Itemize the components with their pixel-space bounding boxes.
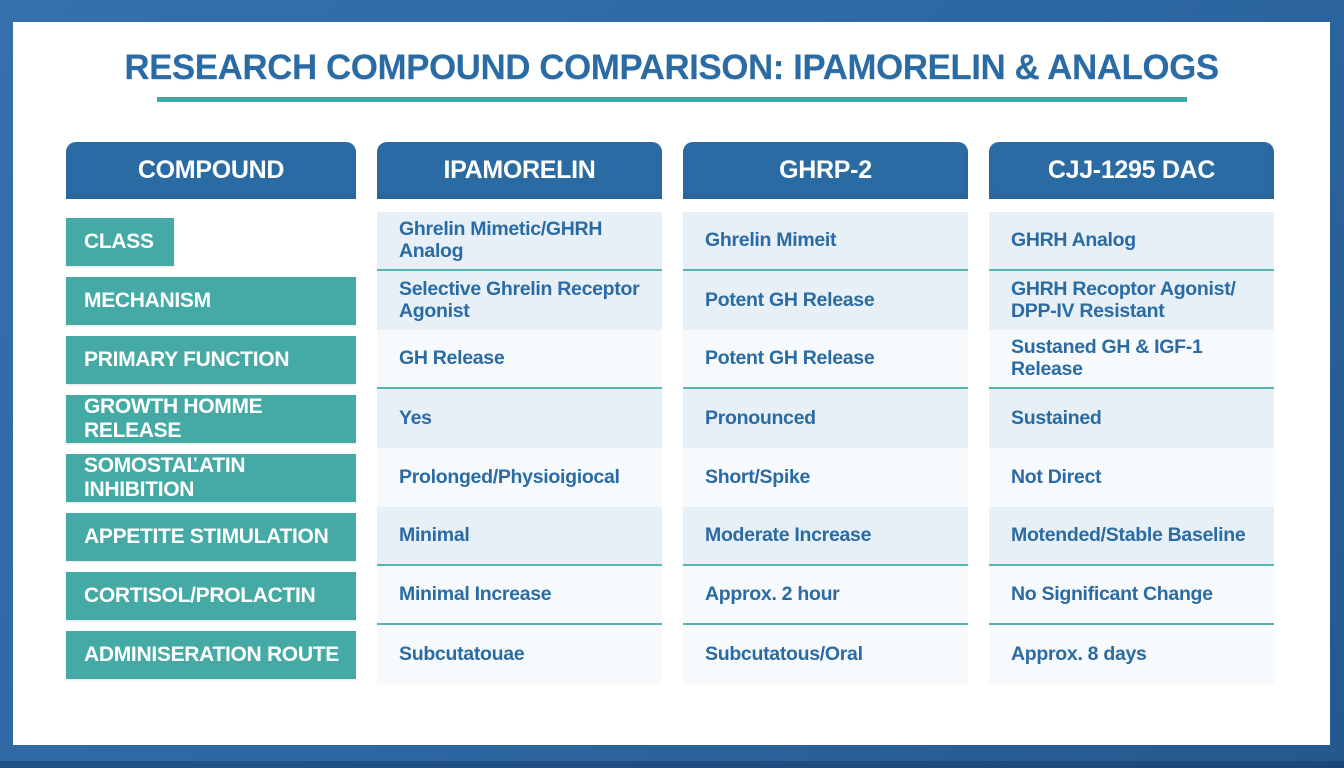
row-label: ADMINISERATION ROUTE xyxy=(66,630,356,679)
row-label: CORTISOL/PROLACTIN xyxy=(66,571,356,620)
row-label: GROWTH HOMME RELEASE xyxy=(66,394,356,443)
table-cell: GHRH Recoptor Agonist/ DPP-IV Resistant xyxy=(989,271,1274,330)
table-cell: Sustaned GH & IGF-1 Release xyxy=(989,330,1274,389)
table-cell: Potent GH Release xyxy=(683,330,968,389)
page-title: RESEARCH COMPOUND COMPARISON: IPAMORELIN… xyxy=(124,48,1219,87)
comparison-table: COMPOUND IPAMORELIN GHRP-2 CJJ-1295 DAC … xyxy=(13,102,1330,684)
row-label-cell: CLASS xyxy=(66,212,356,271)
row-label-cell: SOMOSTAĽATIN INHIBITION xyxy=(66,448,356,507)
column-header-cjj-1295-dac: CJJ-1295 DAC xyxy=(989,142,1274,199)
row-label-cell: MECHANISM xyxy=(66,271,356,330)
row-label-cell: APPETITE STIMULATION xyxy=(66,507,356,566)
table-cell: Pronounced xyxy=(683,389,968,448)
table-cell: Ghrelin Mimeit xyxy=(683,212,968,271)
table-cell: Minimal xyxy=(377,507,662,566)
table-cell: No Significant Change xyxy=(989,566,1274,625)
content-panel: RESEARCH COMPOUND COMPARISON: IPAMORELIN… xyxy=(13,22,1330,745)
table-cell: Not Direct xyxy=(989,448,1274,507)
row-label-cell: ADMINISERATION ROUTE xyxy=(66,625,356,684)
table-cell: Approx. 2 hour xyxy=(683,566,968,625)
table-cell: Approx. 8 days xyxy=(989,625,1274,684)
table-cell: Potent GH Release xyxy=(683,271,968,330)
table-cell: GHRH Analog xyxy=(989,212,1274,271)
table-cell: Short/Spike xyxy=(683,448,968,507)
table-cell: Subcutatouae xyxy=(377,625,662,684)
row-label-cell: CORTISOL/PROLACTIN xyxy=(66,566,356,625)
table-cell: Moderate Increase xyxy=(683,507,968,566)
table-cell: Sustained xyxy=(989,389,1274,448)
table-cell: Selective Ghrelin Receptor Agonist xyxy=(377,271,662,330)
table-body: CLASS Ghrelin Mimetic/GHRH Analog Ghrelin … xyxy=(66,212,1277,684)
column-header-ipamorelin: IPAMORELIN xyxy=(377,142,662,199)
frame-bottom-strip xyxy=(0,761,1344,768)
row-label: MECHANISM xyxy=(66,276,356,325)
row-label-cell: GROWTH HOMME RELEASE xyxy=(66,389,356,448)
table-cell: Motended/Stable Baseline xyxy=(989,507,1274,566)
table-cell: Minimal Increase xyxy=(377,566,662,625)
table-cell: Ghrelin Mimetic/GHRH Analog xyxy=(377,212,662,271)
title-underline xyxy=(156,97,1187,102)
row-label: SOMOSTAĽATIN INHIBITION xyxy=(66,453,356,502)
table-header-row: COMPOUND IPAMORELIN GHRP-2 CJJ-1295 DAC xyxy=(66,142,1277,199)
table-cell: GH Release xyxy=(377,330,662,389)
row-label-cell: PRIMARY FUNCTION xyxy=(66,330,356,389)
table-cell: Yes xyxy=(377,389,662,448)
table-cell: Subcutatous/Oral xyxy=(683,625,968,684)
row-label: CLASS xyxy=(66,217,174,266)
column-header-ghrp-2: GHRP-2 xyxy=(683,142,968,199)
row-label: PRIMARY FUNCTION xyxy=(66,335,356,384)
column-header-compound: COMPOUND xyxy=(66,142,356,199)
row-label: APPETITE STIMULATION xyxy=(66,512,356,561)
table-cell: Prolonged/Physioigiocal xyxy=(377,448,662,507)
